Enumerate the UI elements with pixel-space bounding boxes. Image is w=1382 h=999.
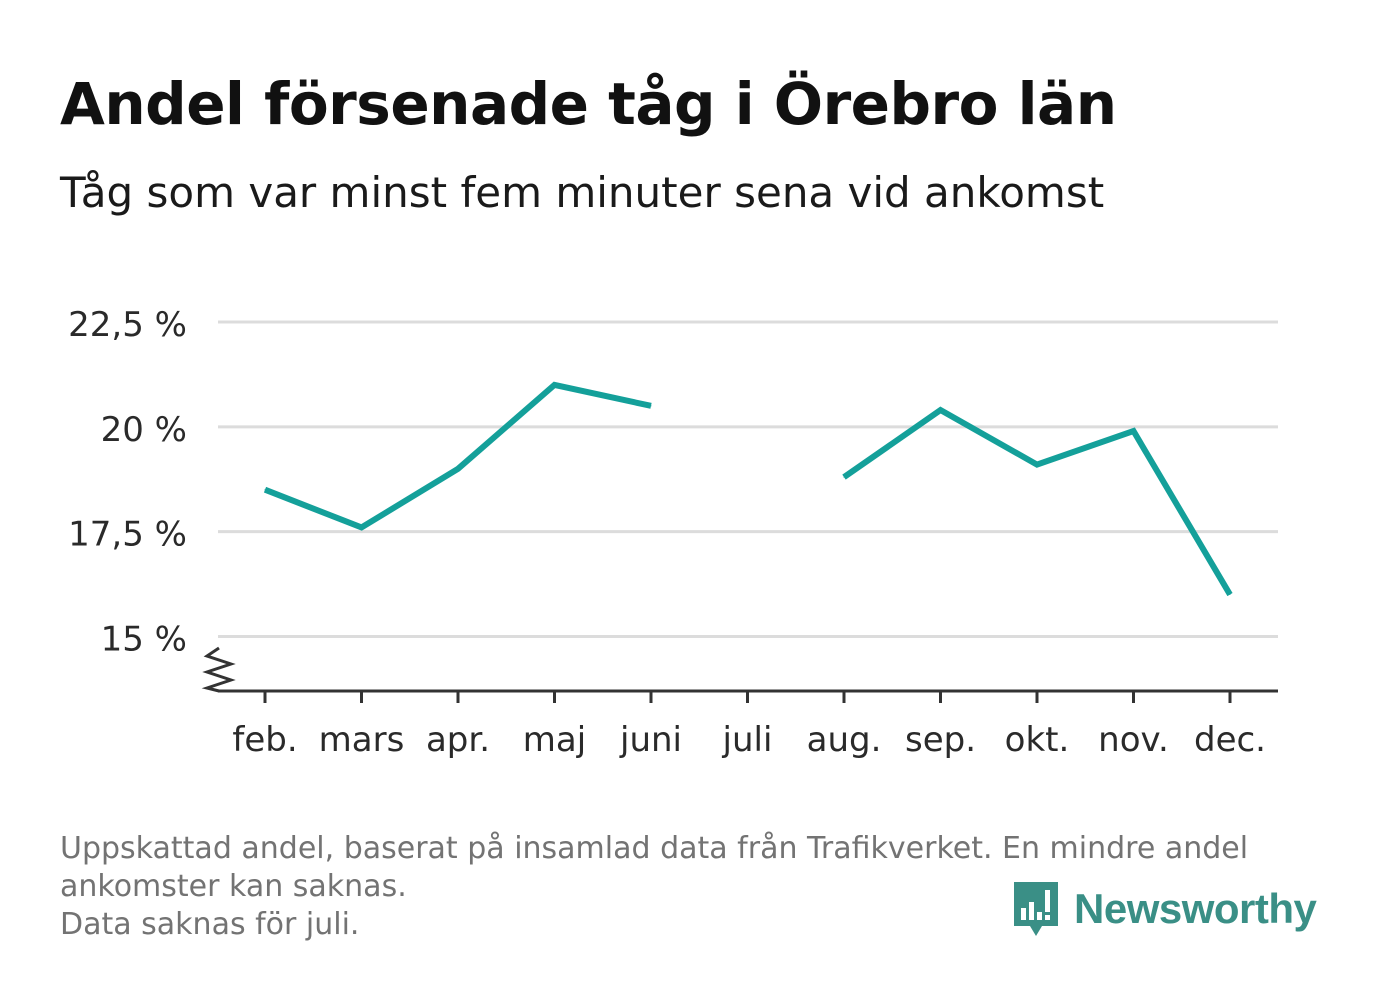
data-point xyxy=(554,384,555,386)
chart-title: Andel försenade tåg i Örebro län xyxy=(60,70,1117,138)
y-tick-label: 15 % xyxy=(101,619,187,659)
series-line-segment xyxy=(842,406,1233,597)
axis-break-mark xyxy=(201,646,236,693)
footnote-line-3: Data saknas för juli. xyxy=(60,907,360,942)
newsworthy-logo: Newsworthy xyxy=(1010,878,1317,940)
x-tick-label: sep. xyxy=(905,720,976,760)
data-point xyxy=(1133,430,1134,432)
footnote-line-2: ankomster kan saknas. xyxy=(60,869,407,904)
data-point xyxy=(843,476,845,478)
data-point xyxy=(457,468,459,470)
x-tick-label: apr. xyxy=(426,720,490,760)
x-tick-label: okt. xyxy=(1005,720,1070,760)
bar-chart-speech-bubble-icon xyxy=(1014,882,1058,936)
data-point xyxy=(361,526,362,528)
x-tick-label: maj xyxy=(523,720,586,760)
footnote: Uppskattad andel, baserat på insamlad da… xyxy=(60,830,1340,944)
brand-name: Newsworthy xyxy=(1074,885,1317,932)
x-tick-label: nov. xyxy=(1098,720,1169,760)
line-chart: 15 % 17,5 % 20 % 22,5 % feb. mars apr. maj juni… xyxy=(68,305,1278,760)
data-point xyxy=(650,405,652,407)
x-tick-label: mars xyxy=(319,720,405,760)
data-point xyxy=(1229,594,1231,596)
x-tick-label: dec. xyxy=(1194,720,1266,760)
y-axis-tick-labels: 15 % 17,5 % 20 % 22,5 % xyxy=(68,305,187,659)
x-axis-tick-labels: feb. mars apr. maj juni juli aug. sep. okt. nov. d… xyxy=(232,720,1266,760)
y-tick-label: 17,5 % xyxy=(68,515,187,555)
data-point xyxy=(264,489,266,491)
x-axis xyxy=(201,646,1278,703)
y-tick-label: 22,5 % xyxy=(68,305,187,345)
x-tick-label: feb. xyxy=(232,720,297,760)
y-tick-label: 20 % xyxy=(101,410,187,450)
chart-subtitle: Tåg som var minst fem minuter sena vid a… xyxy=(60,168,1105,217)
x-tick-label: aug. xyxy=(807,720,882,760)
data-point xyxy=(940,409,941,411)
series-line-segment xyxy=(263,381,652,531)
x-tick-label: juni xyxy=(619,720,682,760)
x-tick-label: juli xyxy=(722,720,773,760)
footnote-line-1: Uppskattad andel, baserat på insamlad da… xyxy=(60,831,1249,866)
data-point xyxy=(1036,464,1038,466)
gridlines xyxy=(218,320,1278,638)
series-lines xyxy=(263,381,1233,597)
